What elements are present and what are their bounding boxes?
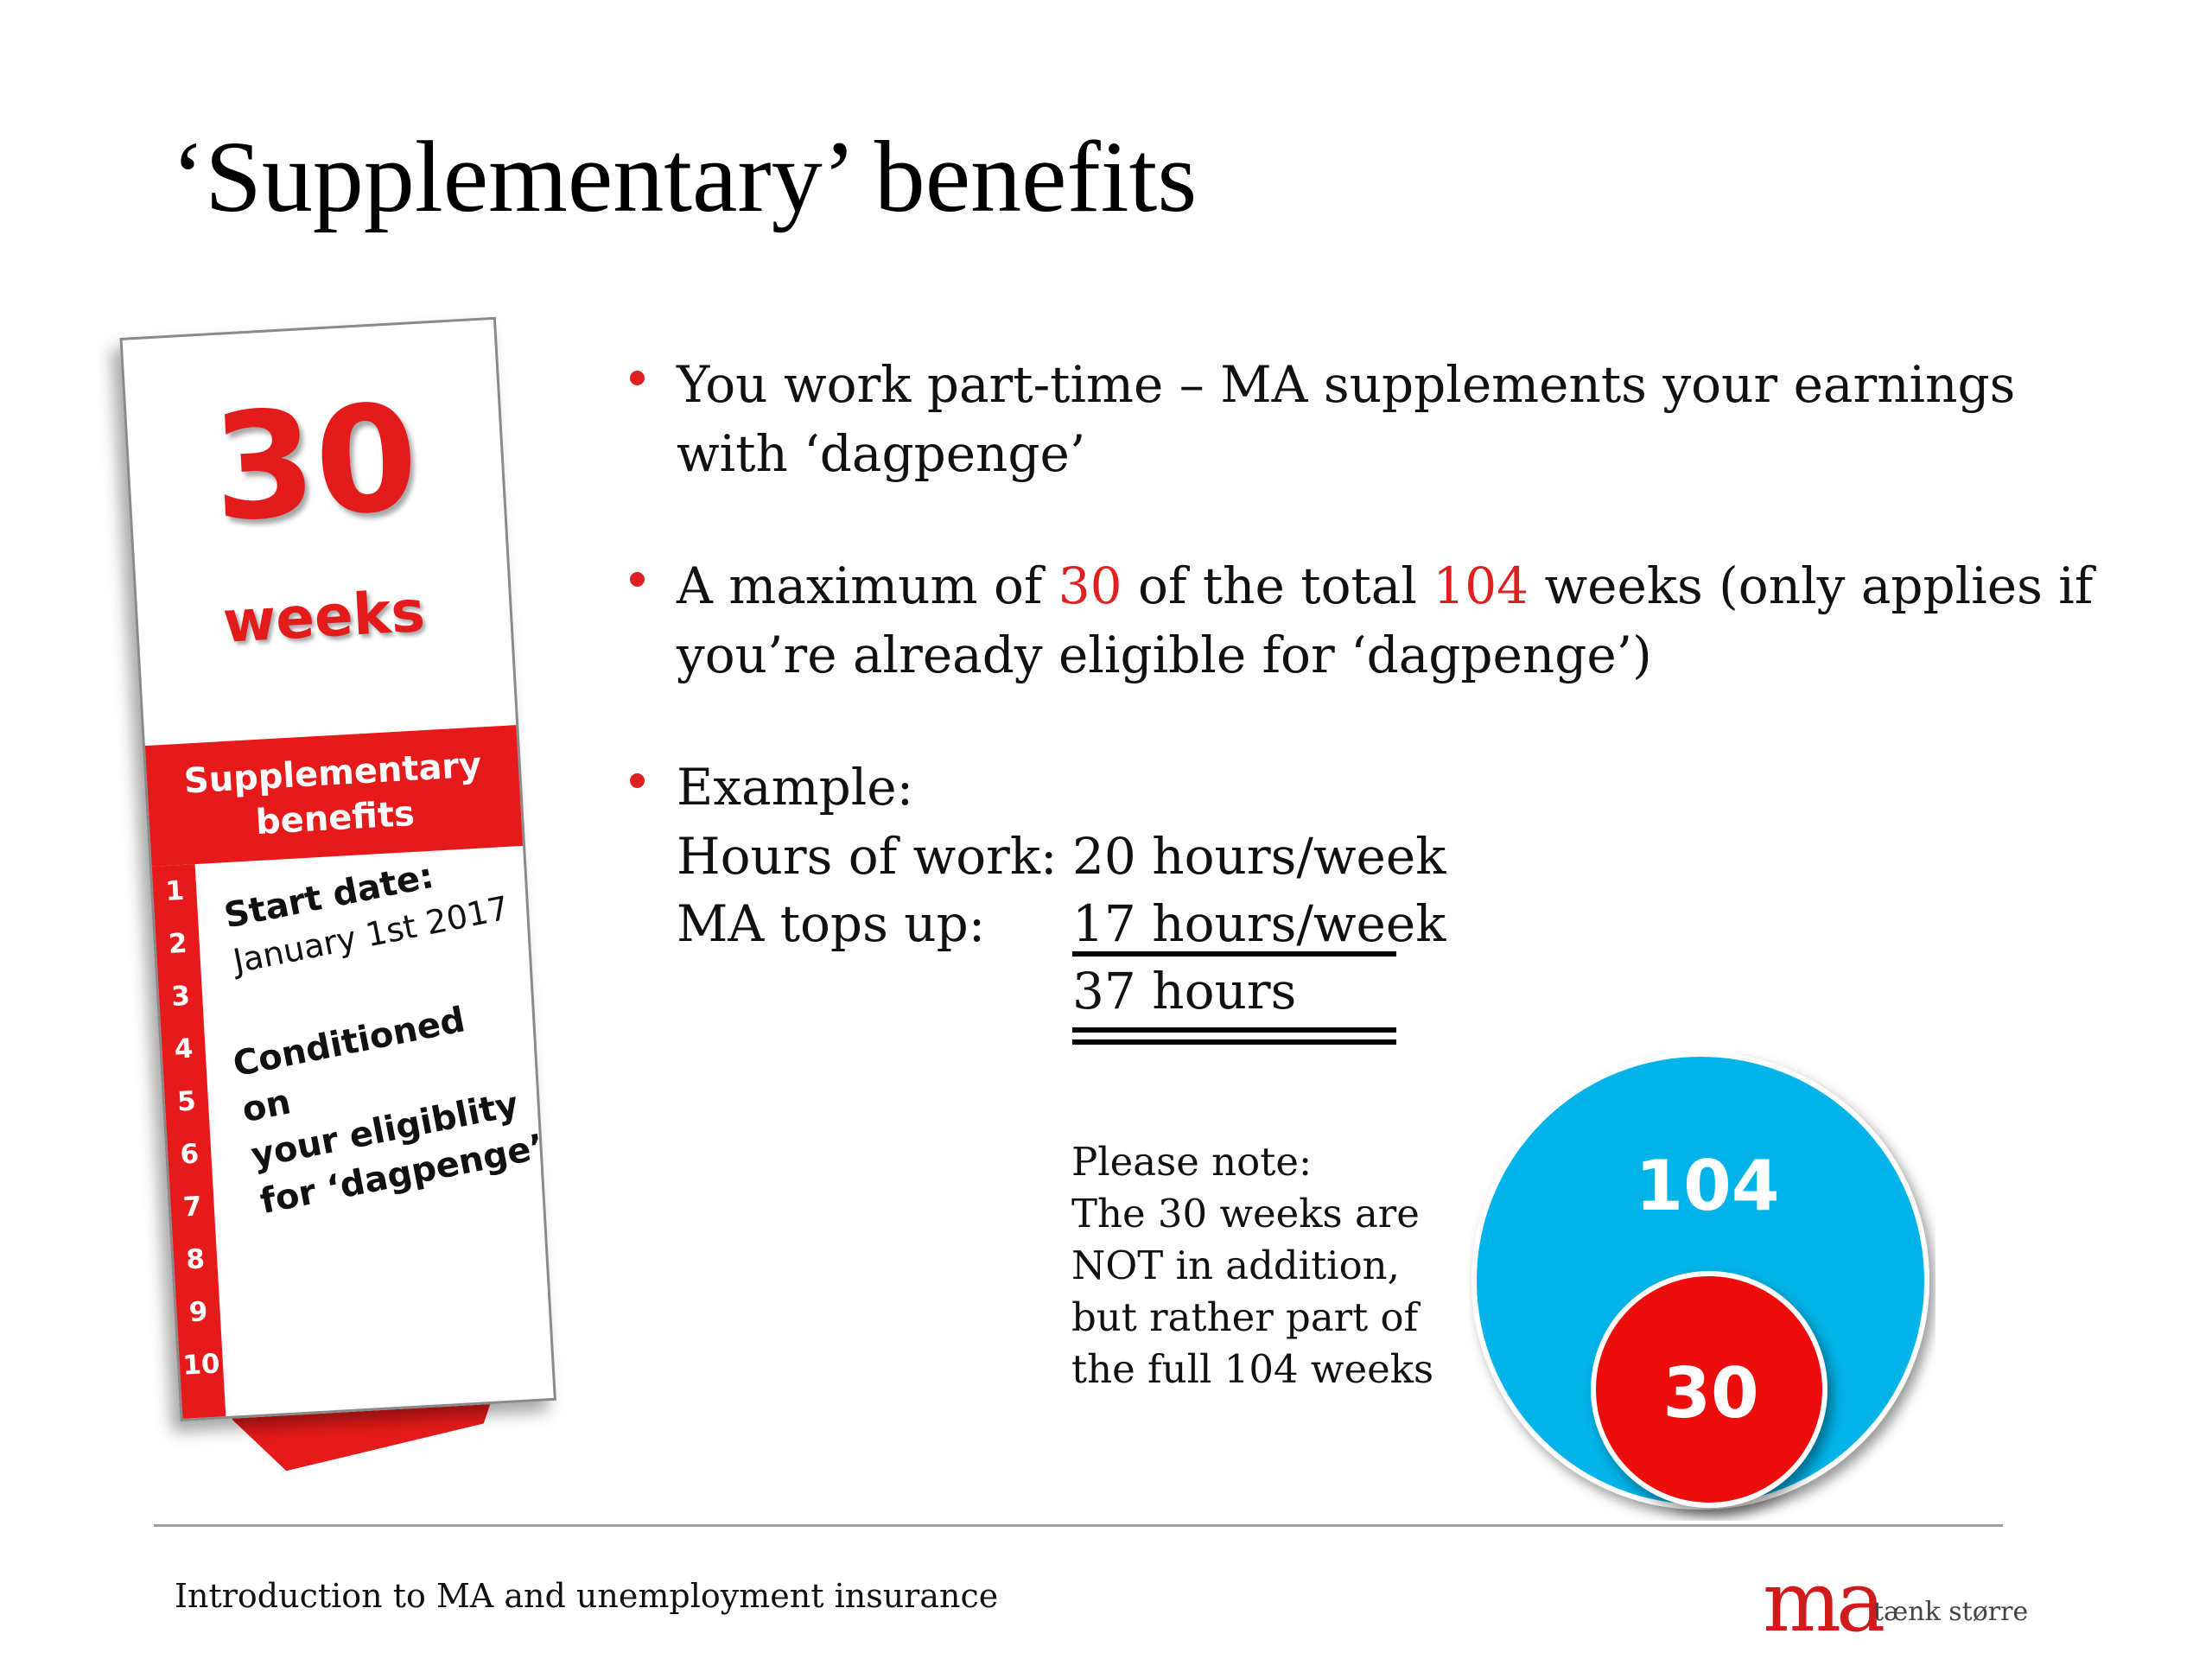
note-line: the full 104 weeks <box>1071 1346 1434 1392</box>
bullet-list: You work part-time – MA supplements your… <box>626 350 2095 1092</box>
inner-circle-label: 30 <box>1662 1353 1758 1433</box>
bullet-dot-icon <box>630 572 645 587</box>
bullet-text: you’re already eligible for ‘dagpenge’) <box>677 626 1652 684</box>
bullet-example: Example: Hours of work: 20 hours/week MA… <box>626 753 2095 1045</box>
outer-circle-label: 104 <box>1636 1146 1780 1226</box>
highlight-104: 104 <box>1433 556 1529 615</box>
card-week-number: 5 <box>176 1085 197 1118</box>
footer-divider <box>154 1524 2003 1527</box>
card-start-block: Start date: January 1st 2017 <box>221 840 526 981</box>
card-week-number: 2 <box>167 927 188 960</box>
card-condition: Conditioned on your eligiblity for ‘dagp… <box>229 985 553 1225</box>
bullet-text: with ‘dagpenge’ <box>677 424 1086 483</box>
card-week-number: 1 <box>164 874 186 908</box>
bullet-maximum: A maximum of 30 of the total 104 weeks (… <box>626 551 2095 690</box>
card-week-number: 4 <box>173 1033 194 1065</box>
slide-title: ‘Supplementary’ benefits <box>171 120 1198 233</box>
card-week-number: 8 <box>185 1243 206 1276</box>
please-note: Please note: The 30 weeks are NOT in add… <box>1071 1136 1452 1395</box>
inner-circle-30 <box>1591 1271 1827 1508</box>
bullet-dot-icon <box>630 371 645 385</box>
card-week-numbers: 1 2 3 4 5 6 7 8 9 10 <box>151 864 226 1419</box>
card-details: Start date: January 1st 2017 Conditioned… <box>221 856 547 1229</box>
card-week-number: 9 <box>188 1296 209 1329</box>
weeks-card: 30 weeks Supplementary benefits 1 2 3 4 … <box>119 316 556 1477</box>
ma-logo: ma tænk større <box>1763 1554 2028 1650</box>
example-heading: Example: <box>677 758 914 817</box>
example-value: 20 hours/week <box>1072 827 1446 886</box>
example-total: 37 hours <box>1072 962 1297 1020</box>
total-double-underline <box>1072 1039 1396 1045</box>
note-line: Please note: <box>1071 1139 1313 1185</box>
weeks-circle-diagram: 104 30 <box>1471 1054 1929 1510</box>
text-span: of the total <box>1122 556 1433 615</box>
logo-tagline: tænk større <box>1873 1597 2029 1627</box>
example-value: 17 hours/week <box>1072 894 1446 953</box>
example-label: Hours of work: <box>677 827 1058 886</box>
text-span: A maximum of <box>677 556 1058 615</box>
note-line: but rather part of <box>1071 1294 1419 1340</box>
note-line: NOT in addition, <box>1071 1243 1400 1288</box>
sum-underline <box>1072 951 1396 957</box>
example-calculation: Hours of work: 20 hours/week MA tops up:… <box>677 822 2095 1045</box>
card-week-number: 7 <box>181 1191 203 1224</box>
card-week-unit: weeks <box>221 577 427 656</box>
card-week-number: 3 <box>170 980 191 1013</box>
bullet-text: A maximum of 30 of the total 104 weeks (… <box>677 551 2095 620</box>
example-label: MA tops up: <box>677 894 986 953</box>
card-week-number: 10 <box>181 1348 221 1382</box>
bullet-text: You work part-time – MA supplements your… <box>677 355 2016 414</box>
footer-caption: Introduction to MA and unemployment insu… <box>175 1577 999 1615</box>
highlight-30: 30 <box>1058 556 1122 615</box>
bullet-part-time: You work part-time – MA supplements your… <box>626 350 2095 488</box>
logo-mark: ma <box>1763 1554 1885 1650</box>
total-double-underline <box>1072 1027 1396 1033</box>
card-body: 30 weeks Supplementary benefits 1 2 3 4 … <box>119 316 556 1422</box>
card-week-count: 30 <box>208 372 423 556</box>
text-span: weeks (only applies if <box>1529 556 2094 615</box>
bullet-dot-icon <box>630 773 645 788</box>
card-week-number: 6 <box>179 1138 200 1171</box>
card-band: Supplementary benefits <box>144 725 524 867</box>
note-line: The 30 weeks are <box>1071 1191 1420 1236</box>
